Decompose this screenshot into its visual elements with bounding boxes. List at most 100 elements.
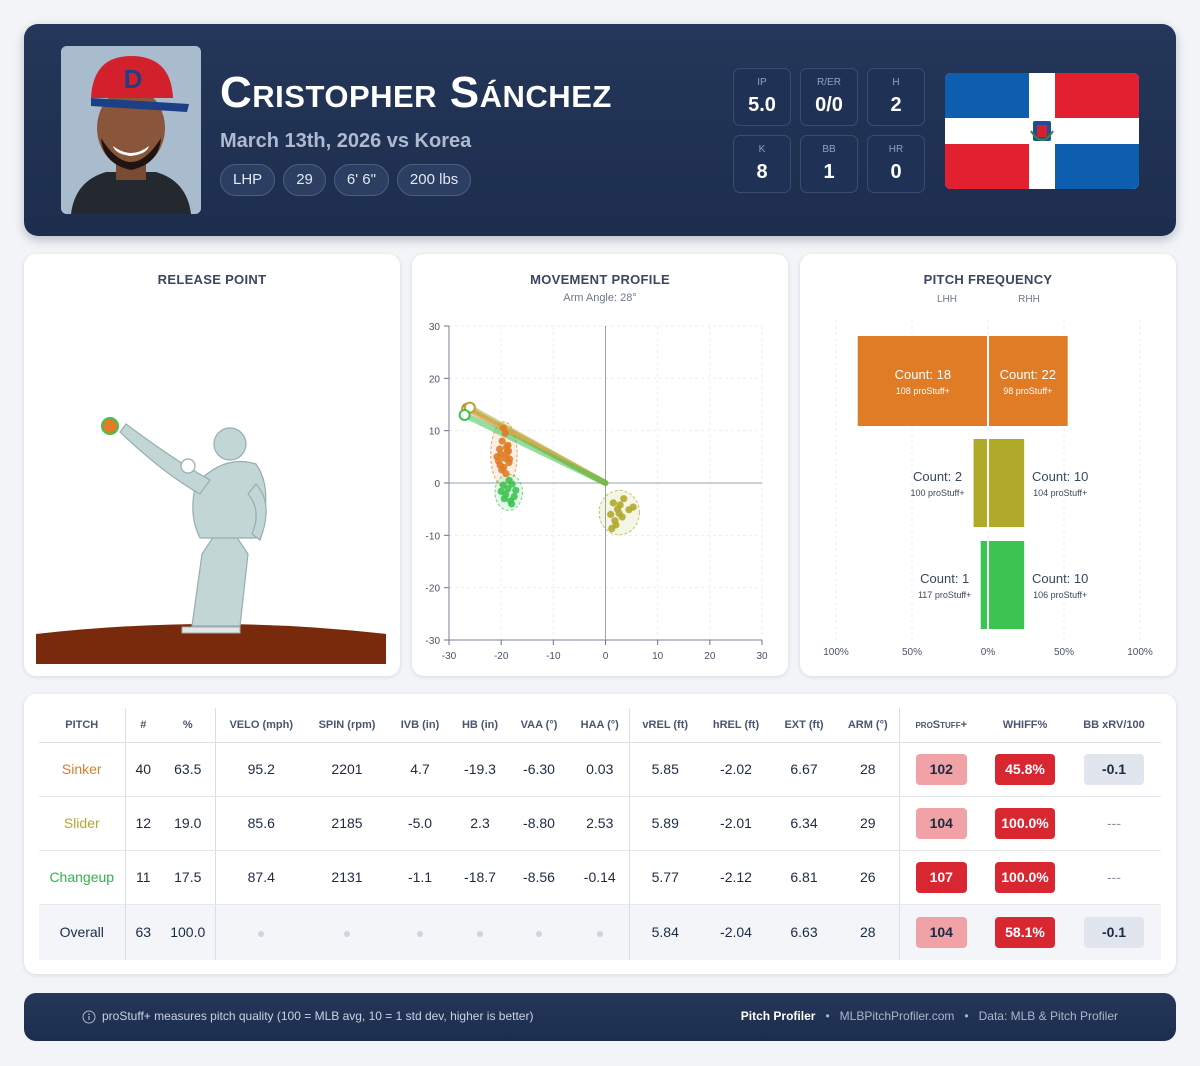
x-tick-label: 20	[704, 651, 716, 662]
point-sinker	[499, 424, 507, 432]
bar-lhh-slider	[973, 439, 988, 527]
point-slider	[616, 501, 624, 509]
stat-r-er: R/ER 0/0	[800, 68, 858, 126]
cell-ext: 6.63	[771, 904, 837, 960]
player-name: Cristopher Sánchez	[220, 68, 612, 117]
col-spin: SPIN (rpm)	[307, 708, 387, 743]
cell-spin: 2201	[307, 742, 387, 797]
footer-note: proStuff+ measures pitch quality (100 = …	[102, 1009, 534, 1023]
cell-hb: -19.3	[453, 742, 507, 797]
col-vaa: VAA (°)	[507, 708, 571, 743]
col-ext: EXT (ft)	[771, 708, 837, 743]
cell-ext: 6.34	[771, 796, 837, 851]
point-sinker	[496, 461, 504, 469]
movement-profile-panel: MOVEMENT PROFILE Arm Angle: 28° -30 -20 -1…	[412, 254, 788, 676]
col-hb: HB (in)	[453, 708, 507, 743]
cell-pct: 63.5	[161, 742, 216, 797]
x-tick-label: 0	[603, 651, 609, 662]
cell-haa: 0.03	[571, 742, 630, 797]
footer: proStuff+ measures pitch quality (100 = …	[24, 993, 1176, 1041]
player-photo: D	[61, 46, 201, 214]
pitch-name: Sinker	[39, 742, 126, 797]
count-label-lhh: Count: 2	[913, 469, 962, 484]
frequency-tick-label: 100%	[1127, 647, 1153, 658]
pitching-rubber	[181, 626, 241, 634]
empty-dot	[536, 931, 542, 938]
count-label-rhh: Count: 22	[1000, 367, 1056, 382]
frequency-tick-label: 100%	[823, 647, 849, 658]
point-changeup	[508, 500, 516, 508]
point-sinker	[496, 445, 504, 453]
stat-ip: IP 5.0	[733, 68, 791, 126]
prostuff-label-lhh: 100 proStuff+	[910, 488, 964, 498]
empty-dot	[477, 931, 483, 938]
table-row-changeup: Changeup 11 17.5 87.4 2131 -1.1 -18.7 -8…	[39, 850, 1161, 905]
whiff-badge: 100.0%	[995, 807, 1055, 839]
arm-angle-line-changeup	[461, 411, 609, 486]
pitch-metrics-table: PITCH # % VELO (mph) SPIN (rpm) IVB (in)…	[39, 708, 1161, 960]
frequency-chart: 100% 50% 0% 50% 100% LHH RHH Count: 18 108 proSt…	[823, 294, 1153, 658]
cell-arm: 28	[837, 904, 900, 960]
prostuff-label-lhh: 117 proStuff+	[918, 590, 971, 600]
point-changeup	[499, 481, 507, 489]
bar-rhh-slider	[988, 439, 1025, 527]
count-label-rhh: Count: 10	[1032, 469, 1088, 484]
count-label-lhh: Count: 18	[895, 367, 951, 382]
cell-velo: 87.4	[215, 850, 307, 905]
cell-vaa: -6.30	[507, 742, 571, 797]
cell-ext: 6.81	[771, 850, 837, 905]
frequency-tick-label: 0%	[981, 647, 996, 658]
xrv-empty: ---	[1067, 796, 1161, 851]
col-pitch: PITCH	[39, 708, 126, 743]
point-changeup	[505, 476, 513, 484]
whiff-badge: 58.1%	[995, 916, 1055, 948]
cell-vaa: -8.56	[507, 850, 571, 905]
cell-arm: 26	[837, 850, 900, 905]
cell-vrel: 5.77	[629, 850, 701, 905]
point-slider	[611, 517, 619, 525]
tag-weight: 200 lbs	[396, 164, 472, 196]
point-slider	[615, 509, 623, 517]
release-point-panel: RELEASE POINT	[24, 254, 400, 676]
whiff-badge: 45.8%	[995, 753, 1055, 785]
cell-count: 63	[125, 904, 161, 960]
empty-dot	[258, 931, 265, 938]
cell-pct: 19.0	[161, 796, 216, 851]
arm-angle-subtitle: Arm Angle: 28°	[563, 292, 637, 304]
cell-ivb: -5.0	[387, 796, 453, 851]
table-row-sinker: Sinker 40 63.5 95.2 2201 4.7 -19.3 -6.30…	[39, 742, 1161, 797]
cell-hb: 2.3	[453, 796, 507, 851]
cell-velo: 95.2	[215, 742, 307, 797]
frequency-tick-label: 50%	[1054, 647, 1074, 658]
release-point-title: RELEASE POINT	[157, 272, 267, 287]
side-label-lhh: LHH	[937, 294, 957, 305]
col-ivb: IVB (in)	[387, 708, 453, 743]
cell-velo: 85.6	[215, 796, 307, 851]
pitch-frequency-panel: PITCH FREQUENCY 100% 50% 0% 50% 100% LHH RHH Co…	[800, 254, 1176, 676]
point-slider	[629, 503, 637, 511]
point-sinker	[504, 441, 512, 449]
info-icon	[82, 1010, 96, 1024]
cell-arm: 29	[837, 796, 900, 851]
prostuff-label-rhh: 106 proStuff+	[1033, 590, 1087, 600]
tag-throws: LHP	[220, 164, 276, 196]
count-label-lhh: Count: 1	[920, 571, 969, 586]
y-tick-label: 20	[429, 374, 441, 385]
point-slider	[607, 510, 615, 518]
cell-haa: -0.14	[571, 850, 630, 905]
prostuff-badge: 107	[915, 861, 967, 893]
footer-site[interactable]: MLBPitchProfiler.com	[839, 1009, 955, 1023]
table-row-slider: Slider 12 19.0 85.6 2185 -5.0 2.3 -8.80 …	[39, 796, 1161, 851]
footer-sep: •	[964, 1009, 969, 1023]
empty-dot	[344, 931, 350, 938]
dominican-flag	[945, 73, 1139, 189]
pitchers-mound	[36, 624, 386, 664]
arm-angle-endpoint	[458, 408, 471, 421]
cell-count: 12	[125, 796, 161, 851]
pitch-frequency-title: PITCH FREQUENCY	[923, 272, 1053, 287]
cell-count: 40	[125, 742, 161, 797]
y-tick-label: 0	[434, 479, 440, 490]
cell-ivb: 4.7	[387, 742, 453, 797]
footer-sep: •	[825, 1009, 830, 1023]
